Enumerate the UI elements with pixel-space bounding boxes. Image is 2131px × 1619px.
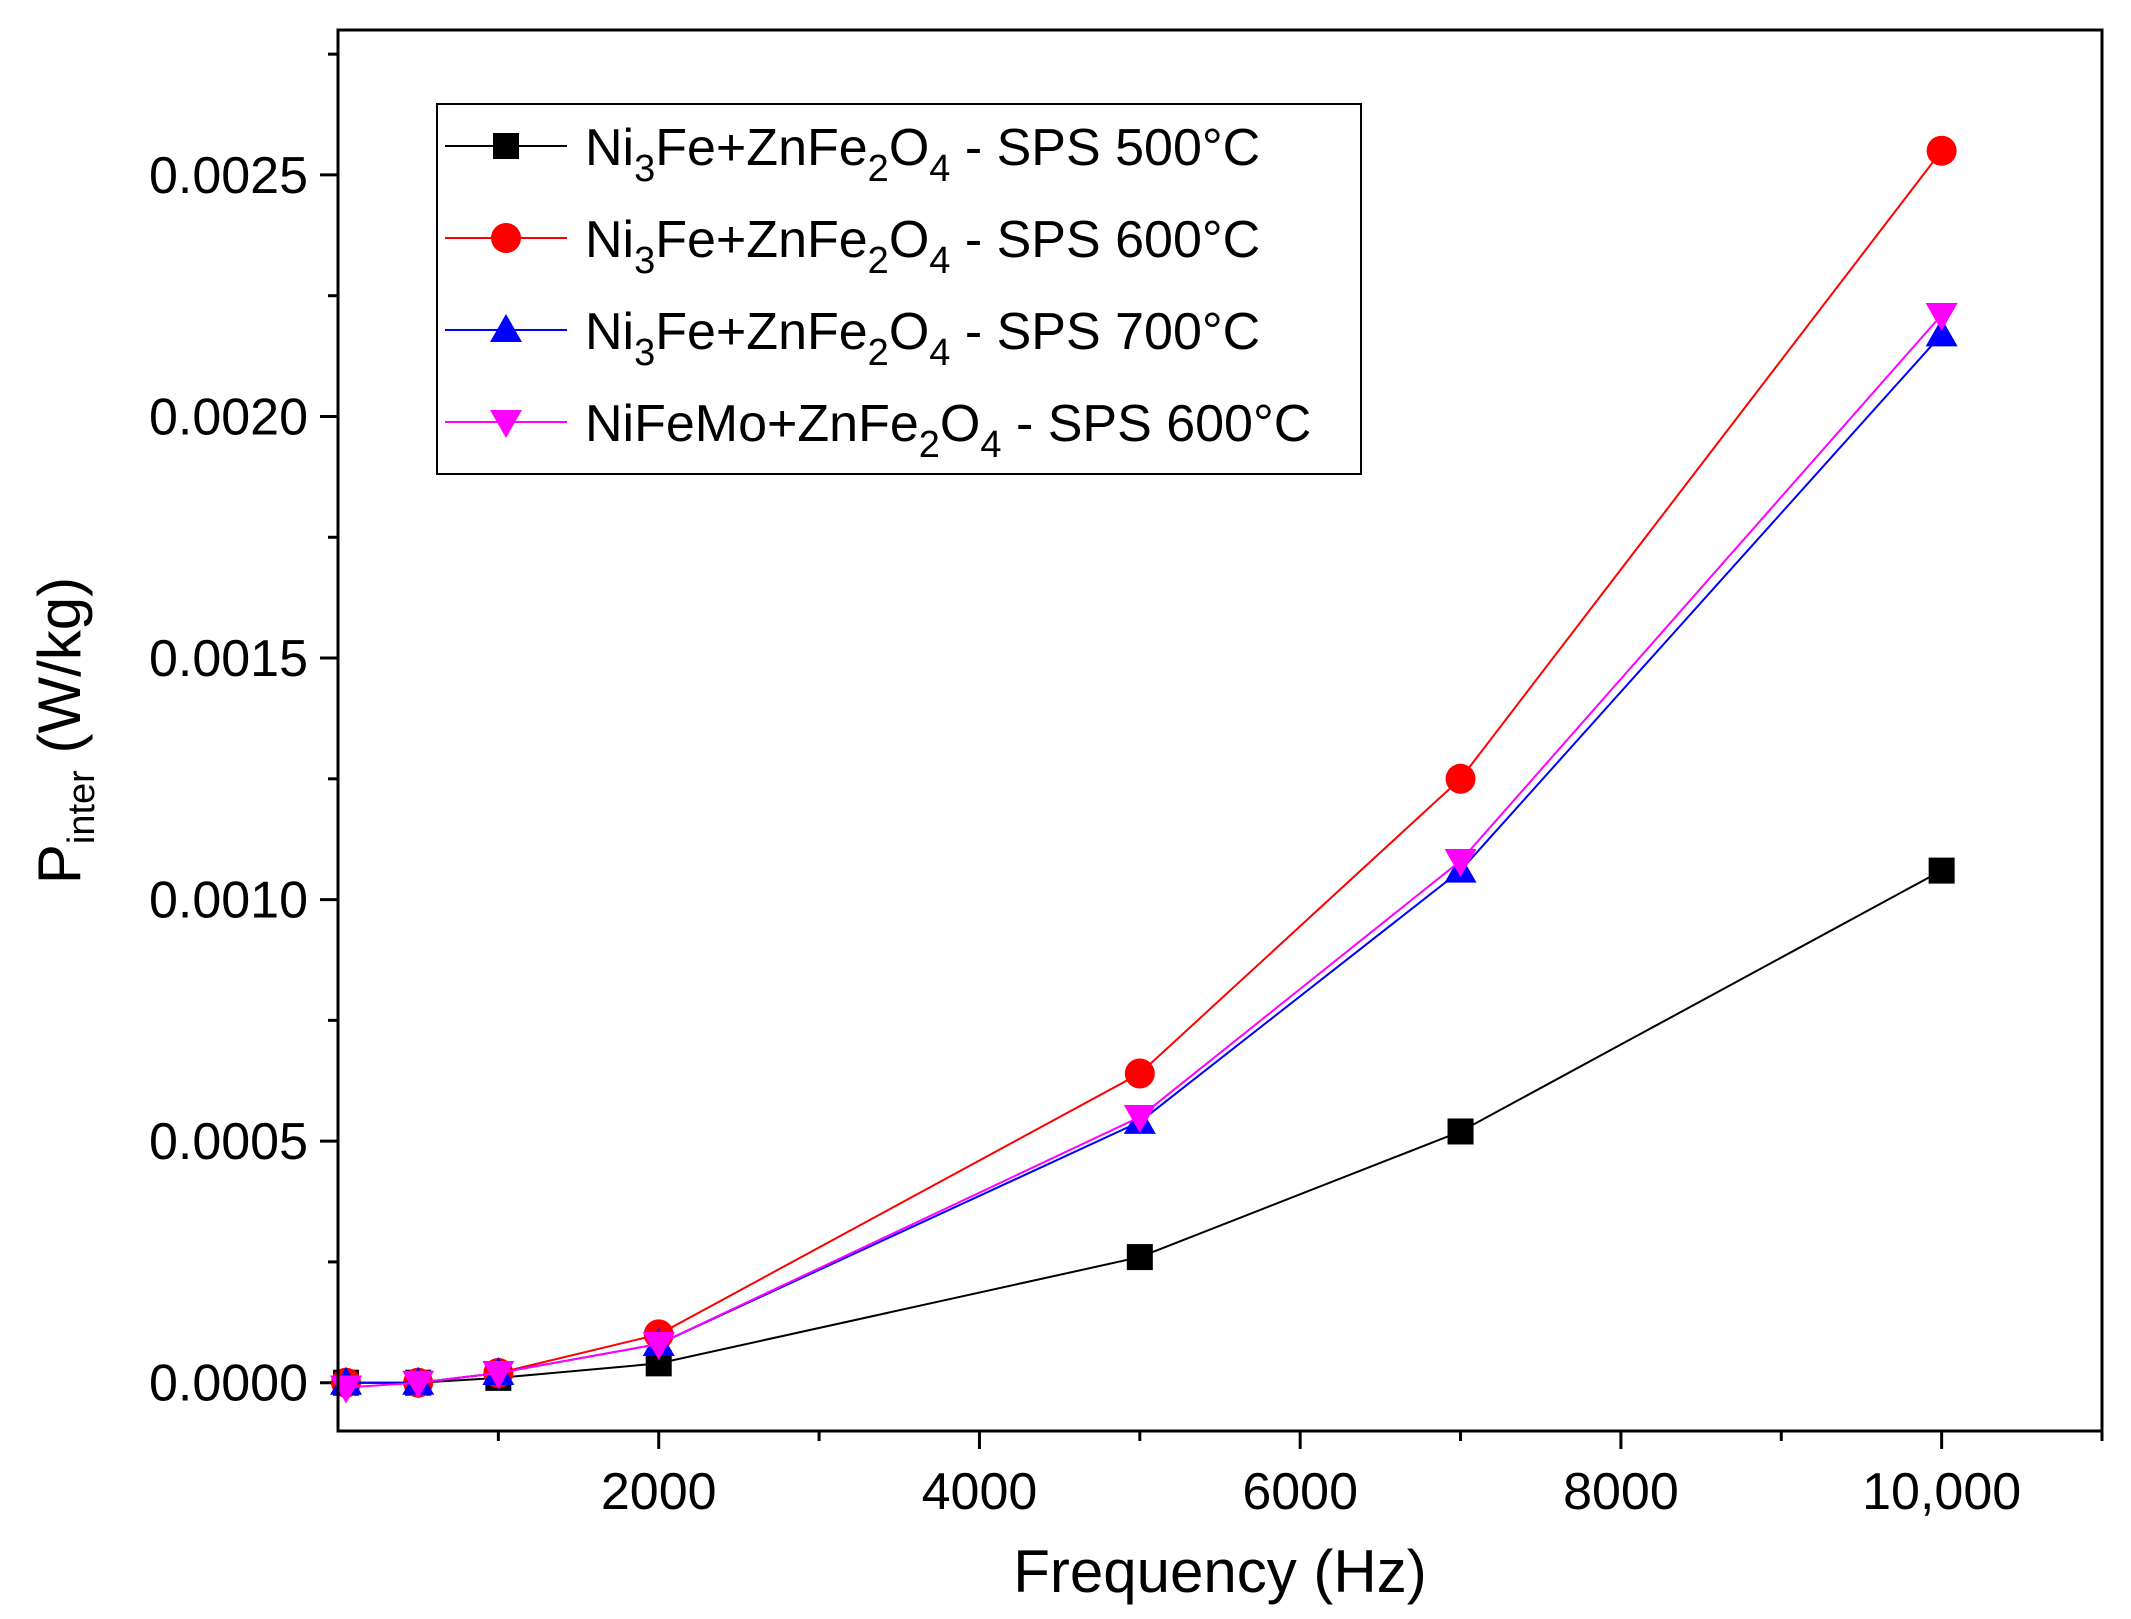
- legend-label-text: Fe+ZnFe: [655, 211, 867, 269]
- x-axis-title: Frequency (Hz): [1013, 1538, 1426, 1605]
- legend-label-subscript: 3: [634, 148, 655, 190]
- axis-labels-layer: Frequency (Hz) Pinter (W/kg): [26, 577, 1427, 1605]
- y-axis-title-subscript: inter: [61, 770, 103, 844]
- y-tick-label: 0.0010: [149, 872, 308, 930]
- y-tick-label: 0.0015: [149, 630, 308, 688]
- legend-label-text: - SPS 500°C: [950, 119, 1260, 177]
- legend-label-subscript: 4: [929, 148, 950, 190]
- legend-marker: [490, 410, 522, 438]
- series-4-point: [482, 1361, 515, 1390]
- y-tick-label: 0.0020: [149, 388, 308, 446]
- series-2-point: [1445, 763, 1476, 794]
- legend-label-subscript: 4: [980, 424, 1001, 466]
- legend-label-text: O: [889, 303, 929, 361]
- series-2-point: [1926, 135, 1957, 166]
- legend-label-subscript: 2: [868, 240, 889, 282]
- y-axis-title: Pinter (W/kg): [26, 577, 103, 884]
- legend-label: NiFeMo+ZnFe2O4 - SPS 600°C: [585, 395, 1311, 466]
- legend-entry-1: Ni3Fe+ZnFe2O4 - SPS 500°C: [445, 119, 1260, 190]
- legend-marker: [490, 314, 522, 342]
- legend-label-text: O: [940, 395, 980, 453]
- legend-label-subscript: 4: [929, 240, 950, 282]
- legend-label-text: Ni: [585, 303, 634, 361]
- legend-label-text: Ni: [585, 211, 634, 269]
- legend-entry-2: Ni3Fe+ZnFe2O4 - SPS 600°C: [445, 211, 1260, 282]
- legend-label-subscript: 3: [634, 240, 655, 282]
- legend-label-text: Fe+ZnFe: [655, 119, 867, 177]
- x-tick-label: 2000: [601, 1463, 717, 1521]
- legend-label-text: - SPS 600°C: [1002, 395, 1312, 453]
- y-tick-label: 0.0000: [149, 1355, 308, 1413]
- y-axis-title-unit: (W/kg): [26, 577, 93, 770]
- legend-label: Ni3Fe+ZnFe2O4 - SPS 600°C: [585, 211, 1260, 282]
- series-4-point: [1925, 303, 1958, 332]
- series-1-point: [1447, 1118, 1474, 1145]
- y-tick-label: 0.0005: [149, 1113, 308, 1171]
- y-tick-label: 0.0025: [149, 147, 308, 205]
- legend-box: [436, 103, 1362, 475]
- legend-label-text: O: [889, 211, 929, 269]
- x-tick-label: 4000: [922, 1463, 1038, 1521]
- x-tick-label: 8000: [1563, 1463, 1679, 1521]
- series-4-point: [402, 1370, 435, 1399]
- legend-label-subscript: 4: [929, 332, 950, 374]
- series-3-point: [1925, 318, 1958, 347]
- legend-label-subscript: 2: [868, 148, 889, 190]
- series-2-point: [1124, 1058, 1155, 1089]
- legend-entry-3: Ni3Fe+ZnFe2O4 - SPS 700°C: [445, 303, 1260, 374]
- legend-label-text: - SPS 600°C: [950, 211, 1260, 269]
- plot-area-frame: [336, 28, 2104, 1433]
- legend-marker: [493, 133, 519, 159]
- legend-entry-4: NiFeMo+ZnFe2O4 - SPS 600°C: [445, 395, 1311, 466]
- series-1-point: [1126, 1244, 1153, 1271]
- legend-label-subscript: 3: [634, 332, 655, 374]
- x-tick-label: 6000: [1242, 1463, 1358, 1521]
- legend-label-text: O: [889, 119, 929, 177]
- series-4-point: [642, 1332, 675, 1361]
- legend-label-subscript: 2: [868, 332, 889, 374]
- legend-label: Ni3Fe+ZnFe2O4 - SPS 700°C: [585, 303, 1260, 374]
- ticks-layer: 2000 4000 6000 8000 10,000 0.0000 0.0005 0.0010…: [149, 52, 2104, 1521]
- series-1-point: [1928, 857, 1955, 884]
- legend-marker: [491, 223, 521, 253]
- legend-label-text: NiFeMo+ZnFe: [585, 395, 919, 453]
- x-tick-label: 10,000: [1862, 1463, 2021, 1521]
- legend-label-text: Ni: [585, 119, 634, 177]
- legend-label-text: Fe+ZnFe: [655, 303, 867, 361]
- series-4-point: [1444, 848, 1477, 877]
- series-4-point: [1123, 1104, 1156, 1133]
- legend-label: Ni3Fe+ZnFe2O4 - SPS 500°C: [585, 119, 1260, 190]
- legend-label-text: - SPS 700°C: [950, 303, 1260, 361]
- legend-label-subscript: 2: [919, 424, 940, 466]
- y-axis-title-main: P: [26, 844, 93, 884]
